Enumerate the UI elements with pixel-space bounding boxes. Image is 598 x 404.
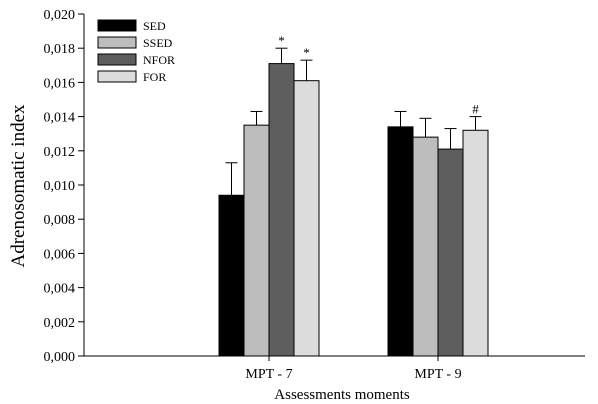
y-tick-label: 0,000 [44,350,76,365]
y-tick-label: 0,008 [44,213,76,228]
legend-label: SSED [143,36,173,50]
y-tick-label: 0,012 [44,145,76,160]
bar-ssed [412,136,439,357]
y-tick-label: 0,020 [44,8,76,23]
legend-swatch-for [97,70,137,83]
y-tick-label: 0,018 [44,42,76,57]
bar-sed [218,194,245,357]
legend-label: FOR [143,70,166,84]
x-tick-label: MPT - 9 [414,367,461,382]
y-axis-title: Adrenosomatic index [8,104,29,268]
bar-ssed [243,124,270,357]
bar-nfor [268,63,295,357]
significance-marker: # [472,102,479,117]
y-tick-label: 0,010 [44,179,76,194]
bar-for [293,80,320,357]
legend-swatch-sed [97,19,137,32]
bar-nfor [437,148,464,357]
bars [218,63,489,357]
y-tick-label: 0,004 [44,282,76,297]
y-axis-ticks: 0,000 0,002 0,004 0,006 0,008 0,010 0,012 0,014… [44,8,84,365]
bar-sed [387,126,414,357]
legend: SED SSED NFOR FOR [97,19,175,84]
x-tick-label: MPT - 7 [245,367,292,382]
y-tick-label: 0,002 [44,316,76,331]
y-tick-label: 0,016 [44,76,76,91]
significance-marker: * [303,45,310,60]
legend-swatch-nfor [97,53,137,66]
significance-marker: * [278,33,285,48]
bar-for [462,129,489,357]
legend-swatch-ssed [97,36,137,49]
y-tick-label: 0,006 [44,247,76,262]
error-bars [225,47,482,196]
x-axis-ticks: MPT - 7 MPT - 9 [245,356,462,382]
x-axis-title: Assessments moments [274,387,410,403]
legend-label: NFOR [143,53,175,67]
legend-label: SED [143,19,166,33]
significance-annotations: * * # [278,33,479,116]
y-tick-label: 0,014 [44,111,76,126]
